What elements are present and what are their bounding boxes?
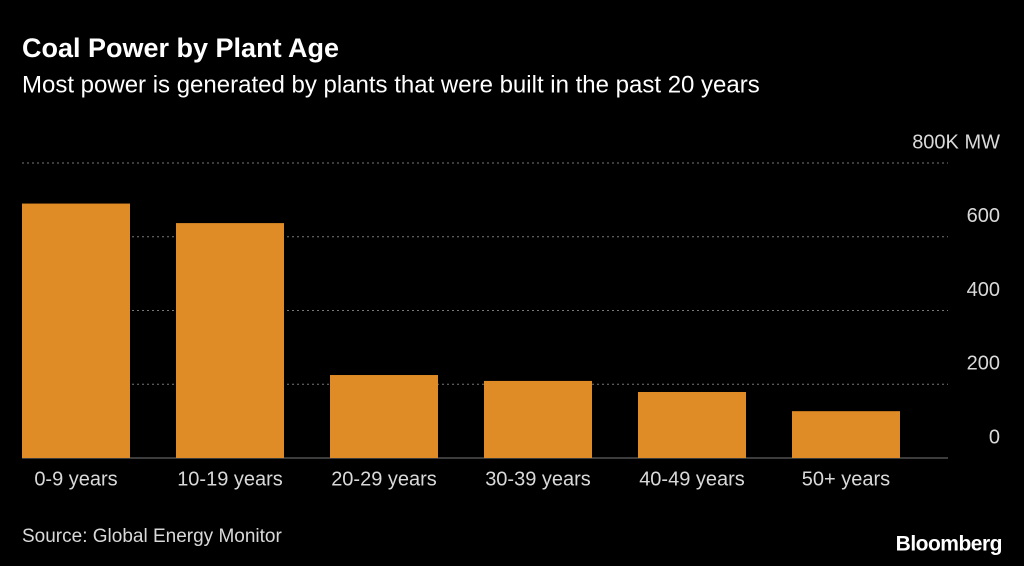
y-tick-label: 800K MW: [912, 131, 1000, 153]
x-tick-label: 10-19 years: [177, 468, 283, 490]
brand: Bloomberg: [896, 533, 1002, 556]
bar: [792, 411, 900, 458]
bar: [176, 223, 284, 458]
chart-title: Coal Power by Plant Age: [22, 33, 339, 63]
x-tick-label: 50+ years: [802, 468, 890, 490]
x-tick-label: 0-9 years: [34, 468, 117, 490]
y-tick-label: 400: [967, 279, 1000, 301]
bar: [638, 391, 746, 458]
source: Source: Global Energy Monitor: [22, 526, 282, 547]
bar: [484, 380, 592, 458]
x-tick-label: 40-49 years: [639, 468, 745, 490]
y-tick-label: 0: [989, 426, 1000, 448]
x-tick-label: 30-39 years: [485, 468, 591, 490]
bar: [22, 203, 130, 458]
chart-subtitle: Most power is generated by plants that w…: [22, 71, 760, 98]
y-tick-label: 200: [967, 353, 1000, 375]
x-tick-label: 20-29 years: [331, 468, 437, 490]
y-tick-label: 600: [967, 205, 1000, 227]
bar: [330, 375, 438, 458]
